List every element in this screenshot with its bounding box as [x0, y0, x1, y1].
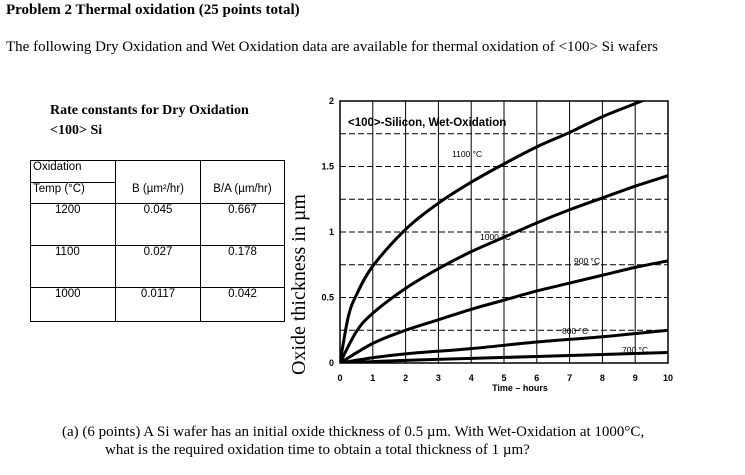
y-tick-label: 0 — [329, 358, 334, 368]
series-label: 700 °C — [622, 345, 648, 355]
rate-table-title-line1: Rate constants for Dry Oxidation — [50, 103, 249, 118]
x-tick-label: 9 — [633, 373, 638, 383]
y-tick-label: 1.5 — [321, 162, 334, 172]
problem-heading: Problem 2 Thermal oxidation (25 points t… — [6, 2, 300, 18]
table-cell-BA: 0.042 — [200, 287, 285, 322]
x-tick-label: 5 — [501, 373, 506, 383]
question-line2: what is the required oxidation time to o… — [105, 442, 530, 458]
x-tick-label: 1 — [370, 373, 375, 383]
series-line — [340, 174, 668, 363]
series-label: 1000 °C — [480, 232, 511, 242]
chart-labels: 0 1 2 3 4 5 6 7 8 9 10 0 0.5 1 1.5 2 1100 °C 1000 °C 900 °… — [321, 96, 673, 393]
x-tick-label: 3 — [436, 373, 441, 383]
table-cell-temp: 1000 — [30, 287, 116, 322]
series-label: 800 °C — [562, 326, 588, 336]
table-cell-B: 0.027 — [115, 245, 201, 288]
header-cell-oxidation: Oxidation — [30, 160, 116, 183]
table-cell-B: 0.045 — [115, 203, 201, 246]
question-line1: (a) (6 points) A Si wafer has an initial… — [62, 424, 645, 440]
question-text: (a) (6 points) A Si wafer has an initial… — [62, 423, 644, 459]
y-tick-label: 0.5 — [321, 293, 334, 303]
table-cell-BA: 0.667 — [200, 203, 285, 246]
intro-text: The following Dry Oxidation and Wet Oxid… — [6, 39, 658, 55]
chart-axes — [339, 100, 669, 364]
x-tick-label: 8 — [600, 373, 605, 383]
series-line — [340, 328, 668, 363]
y-tick-label: 1 — [329, 227, 334, 237]
rate-table-title-line2: <100> Si — [50, 123, 103, 138]
chart-curves — [340, 101, 668, 363]
y-tick-label: 2 — [329, 96, 334, 106]
chart-grid — [340, 101, 668, 363]
table-cell-BA: 0.178 — [200, 245, 285, 288]
chart-x-axis-label: Time – hours — [492, 383, 548, 393]
series-label: 1100 °C — [452, 149, 482, 159]
series-label: 900 °C — [574, 256, 600, 266]
chart-title: <100>-Silicon, Wet-Oxidation — [348, 117, 506, 129]
series-line — [340, 351, 668, 363]
series-line — [340, 101, 646, 363]
x-tick-label: 7 — [567, 373, 572, 383]
x-tick-label: 0 — [337, 373, 342, 383]
x-tick-label: 4 — [469, 373, 474, 383]
x-tick-label: 10 — [663, 373, 673, 383]
series-line — [340, 259, 668, 363]
x-tick-label: 2 — [403, 373, 408, 383]
table-cell-temp: 1100 — [30, 245, 116, 288]
chart-frame — [339, 100, 669, 364]
rate-constants-table: Oxidation Temp (°C) B (µm²/hr) B/A (µm/h… — [30, 160, 285, 322]
rate-table-title: Rate constants for Dry Oxidation <100> S… — [50, 101, 249, 141]
x-tick-label: 6 — [534, 373, 539, 383]
